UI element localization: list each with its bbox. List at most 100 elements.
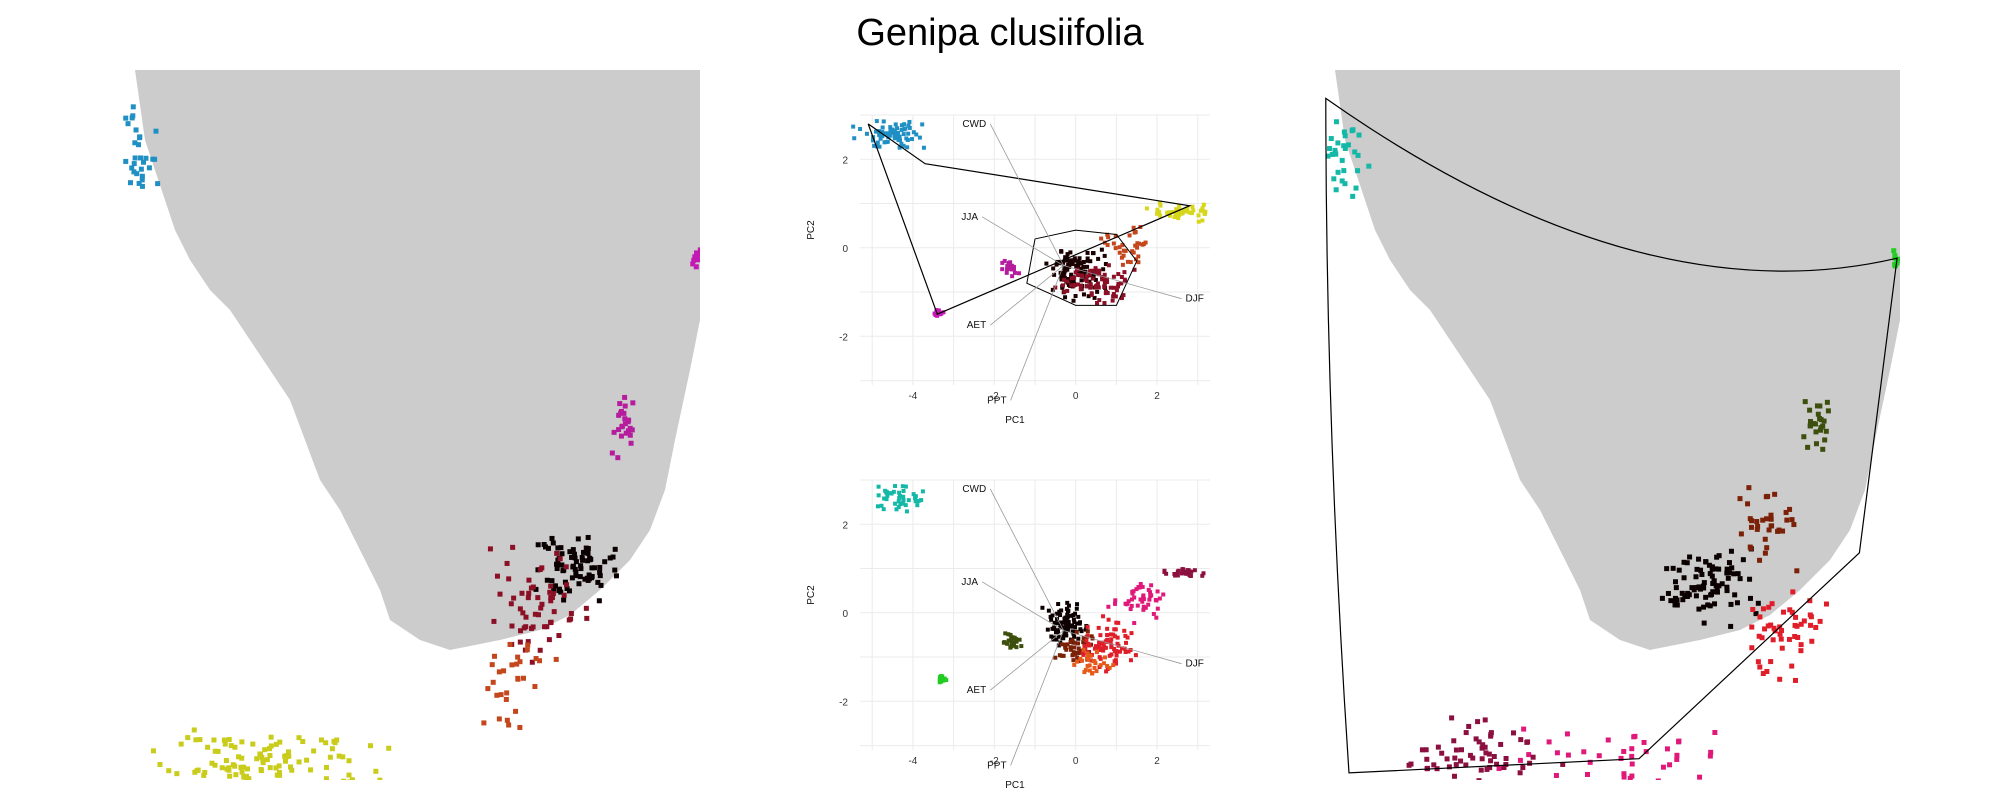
data-point (1099, 646, 1104, 651)
occurrence-cell (554, 566, 560, 572)
data-point (1125, 259, 1130, 264)
data-point (1065, 612, 1070, 617)
data-point (1088, 285, 1093, 290)
occurrence-cell (1694, 566, 1700, 572)
occurrence-cell (1670, 565, 1676, 571)
data-point (1111, 292, 1116, 297)
occurrence-cell (1747, 595, 1753, 601)
occurrence-cell (239, 769, 245, 775)
occurrence-cell (533, 656, 539, 662)
data-point (1100, 275, 1105, 280)
occurrence-cell (490, 679, 496, 685)
occurrence-cell (692, 254, 698, 260)
data-point (1078, 287, 1083, 292)
occurrence-cell (273, 765, 279, 771)
occurrence-cell (1772, 491, 1778, 497)
data-point (1128, 260, 1133, 265)
occurrence-cell (287, 764, 293, 770)
data-point (1073, 651, 1078, 656)
data-point (1004, 270, 1009, 275)
data-point (903, 484, 908, 489)
data-point (1071, 658, 1076, 663)
loading-line (989, 488, 1064, 631)
data-point (1117, 649, 1122, 654)
occurrence-cell (545, 545, 551, 551)
occurrence-cell (1482, 744, 1488, 750)
data-point (1085, 264, 1090, 269)
occurrence-cell (526, 577, 532, 583)
data-point (884, 497, 889, 502)
data-point (1049, 634, 1054, 639)
pca-top-panel: -4 -2 0 2 -2 0 2 PC1 PC2 CWD JJA DJF AET PPT (806, 114, 1210, 426)
occurrence-cell (139, 183, 145, 189)
data-point (1069, 272, 1074, 277)
loading-label: AET (967, 685, 986, 696)
occurrence-cell (481, 720, 487, 726)
data-point (897, 495, 902, 500)
occurrence-cell (564, 582, 570, 588)
data-point (906, 498, 911, 503)
occurrence-cell (556, 633, 562, 639)
data-point (1113, 233, 1118, 238)
occurrence-cell (1453, 747, 1459, 753)
occurrence-cell (1749, 624, 1755, 630)
occurrence-cell (1750, 606, 1756, 612)
occurrence-cell (1325, 153, 1331, 159)
data-point (895, 133, 900, 138)
occurrence-cell (1747, 544, 1753, 550)
occurrence-cell (622, 421, 628, 427)
occurrence-cell (1734, 600, 1740, 606)
data-point (1114, 649, 1119, 654)
occurrence-cell (132, 140, 138, 146)
occurrence-cell (551, 609, 557, 615)
data-point (1079, 261, 1084, 266)
occurrence-cell (1779, 628, 1785, 634)
occurrence-cell (1757, 557, 1763, 563)
data-point (884, 140, 889, 145)
data-point (1091, 251, 1096, 256)
occurrence-cell (1818, 425, 1824, 431)
data-point (1074, 264, 1079, 269)
data-point (1127, 233, 1132, 238)
occurrence-cell (1749, 645, 1755, 651)
occurrence-cell (570, 564, 576, 570)
data-point (1180, 211, 1185, 216)
loading-label: JJA (961, 577, 978, 588)
data-point (1128, 607, 1133, 612)
data-point (1076, 636, 1081, 641)
occurrence-cell (1754, 518, 1760, 524)
occurrence-cell (1629, 746, 1635, 752)
data-point (1129, 631, 1134, 636)
occurrence-cell (552, 583, 558, 589)
data-point (1010, 264, 1015, 269)
occurrence-cell (153, 128, 159, 134)
occurrence-cell (691, 257, 697, 263)
data-point (1102, 301, 1107, 306)
occurrence-cell (1581, 749, 1587, 755)
occurrence-cell (1667, 762, 1673, 768)
data-point (1189, 211, 1194, 216)
data-point (1085, 629, 1090, 634)
data-point (1012, 270, 1017, 275)
data-point (1085, 663, 1090, 668)
data-point (883, 131, 888, 136)
occurrence-cell (1681, 575, 1687, 581)
occurrence-cell (201, 772, 207, 778)
occurrence-cell (1342, 181, 1348, 187)
occurrence-cell (1727, 570, 1733, 576)
occurrence-cell (537, 647, 543, 653)
occurrence-cell (1435, 744, 1441, 750)
occurrence-cell (227, 773, 233, 779)
data-point (1062, 258, 1067, 263)
data-point (1053, 655, 1058, 660)
data-point (1141, 241, 1146, 246)
occurrence-cell (1795, 634, 1801, 640)
data-point (1061, 275, 1066, 280)
data-point (1072, 634, 1077, 639)
occurrence-cell (529, 659, 535, 665)
data-point (902, 122, 907, 127)
land-mass (135, 70, 700, 650)
occurrence-cell (197, 737, 203, 743)
occurrence-cell (626, 417, 632, 423)
data-point (1135, 603, 1140, 608)
